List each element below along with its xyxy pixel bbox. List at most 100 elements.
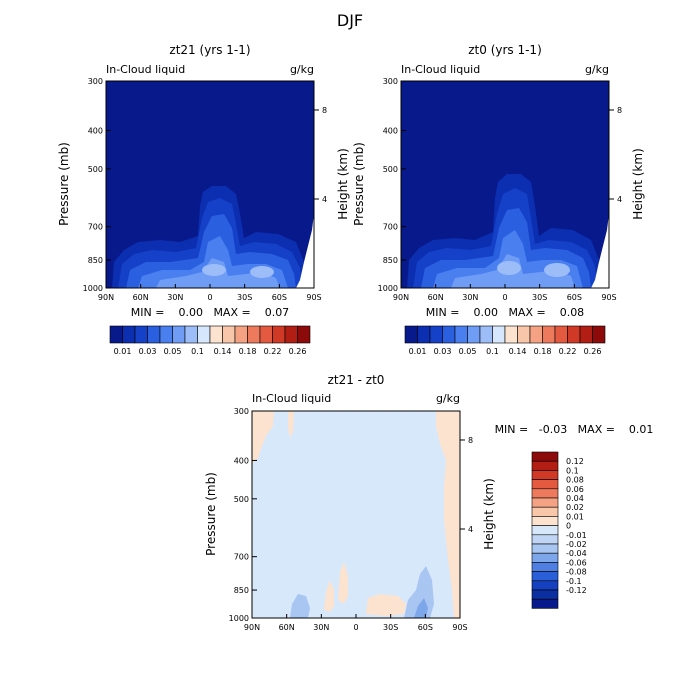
colorbar-box [147,325,161,344]
colorbar-label: -0.04 [566,549,587,558]
colorbar-box [404,325,418,344]
panel-title: zt0 (yrs 1-1) [468,43,542,57]
x-ticks: 90N 60N 30N 0 30S 60S 90S [393,284,617,302]
subtitle-left: In-Cloud liquid [401,63,480,76]
x-tick-label: 60S [418,623,433,632]
negative-patch-1 [290,594,310,618]
colorbar: 0.01 0.03 0.05 0.1 0.14 0.18 0.22 0.26 [404,325,606,356]
colorbar-label: 0.06 [566,485,584,494]
colorbar-box [272,325,286,344]
panel-title: zt21 - zt0 [328,373,385,387]
y-tick-label: 300 [383,77,398,86]
colorbar-label: -0.08 [566,568,587,577]
colorbar-box [234,325,248,344]
plot-area [400,80,610,289]
colorbar-box [284,325,298,344]
contour-level-6b [250,266,274,278]
subtitle-left: In-Cloud liquid [252,392,331,405]
colorbar-label: -0.02 [566,540,587,549]
colorbar-label: -0.1 [566,577,582,586]
panel-zt0: zt0 (yrs 1-1) In-Cloud liquid g/kg 90N 60… [352,43,645,356]
plot-area [251,410,461,619]
y-right-tick-label: 4 [322,195,327,204]
colorbar-box [531,451,559,462]
panel-difference: zt21 - zt0 In-Cloud liquid g/kg 90N 60N 30… [204,373,653,632]
colorbar-box [517,325,531,344]
y-tick-label: 400 [88,126,103,135]
x-tick-label: 60S [567,293,582,302]
colorbar-label: 0.1 [566,466,579,475]
colorbar-box [184,325,198,344]
y-tick-label: 300 [88,77,103,86]
colorbar-box [529,325,543,344]
colorbar-box [109,325,123,344]
colorbar-label: 0.18 [534,347,552,356]
y-ticks: 300 400 500 700 850 1000 [83,77,111,293]
colorbar-box [454,325,468,344]
x-tick-label: 30S [532,293,547,302]
x-ticks: 90N 60N 30N 0 30S 60S 90S [244,614,468,632]
panel-zt21: zt21 (yrs 1-1) In-Cloud liquid g/kg 90N 6… [57,43,350,356]
colorbar-box [172,325,186,344]
missing-data-wedge [296,214,314,288]
y-axis-label-right: Height (km) [631,148,645,219]
colorbar-label: 0.03 [434,347,452,356]
y-ticks-right: 84 [460,436,473,534]
y-axis-label: Pressure (mb) [352,142,366,226]
colorbar-box [592,325,606,344]
colorbar-box [531,589,559,600]
colorbar-label: 0.14 [509,347,527,356]
y-tick-label: 500 [234,495,249,504]
x-ticks: 90N 60N 30N 0 30S 60S 90S [98,284,322,302]
colorbar-box [554,325,568,344]
colorbar-label: -0.12 [566,586,587,595]
colorbar-box [531,497,559,508]
y-right-tick-label: 4 [617,195,622,204]
page-title: DJF [337,11,363,30]
colorbar-label: 0.04 [566,494,584,503]
y-tick-label: 400 [234,456,249,465]
colorbar-box [442,325,456,344]
colorbar-label: 0.12 [566,457,584,466]
y-tick-label: 500 [383,165,398,174]
x-tick-label: 90N [393,293,409,302]
stats-text: MIN = -0.03 MAX = 0.01 [495,423,654,436]
x-tick-label: 90S [601,293,616,302]
colorbar-box [159,325,173,344]
colorbar-box [531,516,559,526]
colorbar-label: 0.18 [239,347,257,356]
plot-area [105,80,315,289]
colorbar-box [467,325,481,344]
negative-patch-3 [414,598,428,618]
positive-patch-right [436,411,460,618]
x-tick-label: 60S [272,293,287,302]
x-tick-label: 0 [207,293,212,302]
colorbar-label: 0.26 [289,347,307,356]
colorbar-box [504,325,518,344]
subtitle-right: g/kg [290,63,314,76]
colorbar-box [197,325,211,344]
subtitle-left: In-Cloud liquid [106,63,185,76]
y-tick-label: 1000 [378,284,398,293]
x-tick-label: 60N [279,623,295,632]
positive-patch-lower-1 [324,580,334,612]
y-tick-label: 850 [383,256,398,265]
colorbar-label: 0.26 [584,347,602,356]
x-tick-label: 0 [353,623,358,632]
y-tick-label: 1000 [229,614,249,623]
colorbar-label: 0.01 [566,512,584,521]
x-tick-label: 30N [167,293,183,302]
colorbar-label: 0.05 [164,347,182,356]
colorbar-box [531,460,559,471]
colorbar-box [417,325,431,344]
y-right-tick-label: 8 [322,106,327,115]
colorbar-label: 0.08 [566,476,584,485]
colorbar-box [531,479,559,490]
colorbar-label: 0.22 [559,347,577,356]
y-tick-label: 850 [234,586,249,595]
colorbar: 0.120.10.080.060.040.020.010-0.01-0.02-0… [531,451,587,609]
colorbar-label: 0.01 [409,347,427,356]
y-axis-label: Pressure (mb) [204,472,218,556]
panel-title: zt21 (yrs 1-1) [169,43,250,57]
